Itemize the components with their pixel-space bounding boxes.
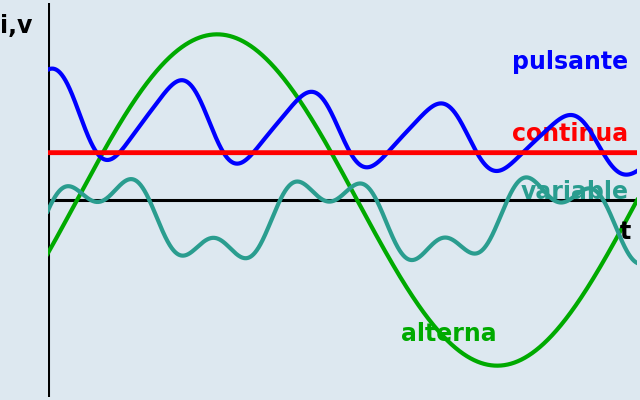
Text: t: t	[620, 220, 631, 244]
Text: pulsante: pulsante	[512, 50, 628, 74]
Text: variable: variable	[520, 180, 628, 204]
Text: i,v: i,v	[1, 14, 33, 38]
Text: continua: continua	[512, 122, 628, 146]
Text: alterna: alterna	[401, 322, 497, 346]
